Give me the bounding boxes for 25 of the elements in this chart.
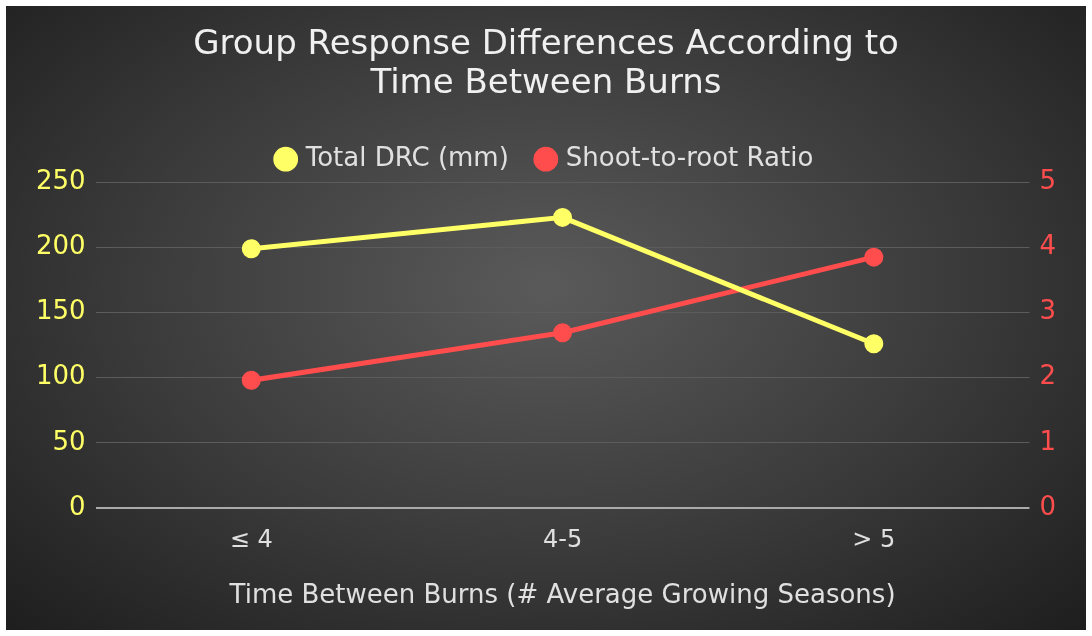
y-tick-label: 200 [35, 230, 86, 261]
y2-tick-label: 3 [1039, 295, 1056, 326]
y2-tick-label: 5 [1039, 164, 1056, 195]
point [553, 323, 573, 343]
point [241, 370, 261, 390]
y2-tick-label: 2 [1039, 360, 1056, 391]
y-tick-label: 50 [52, 425, 86, 456]
y-tick-label: 150 [35, 295, 86, 326]
x-tick-label: ≤ 4 [229, 524, 273, 553]
y2-tick-label: 4 [1039, 230, 1056, 261]
y2-tick-label: 0 [1039, 490, 1056, 521]
point [241, 239, 261, 259]
y-tick-label: 100 [35, 360, 86, 391]
y-tick-label: 0 [69, 490, 86, 521]
point [864, 334, 884, 354]
x-axis-title: Time Between Burns (# Average Growing Seasons) [228, 579, 896, 610]
y-tick-label: 250 [35, 164, 86, 195]
legend-label: Total DRC (mm) [304, 141, 509, 172]
chart-title: Group Response Differences According to Time Between Burns [193, 22, 899, 102]
y2-tick-label: 1 [1039, 425, 1056, 456]
x-tick-label: > 5 [852, 524, 896, 553]
x-tick-label: 4-5 [542, 524, 583, 553]
point [553, 207, 573, 227]
point [864, 247, 884, 267]
legend-label: Shoot-to-root Ratio [565, 141, 814, 172]
